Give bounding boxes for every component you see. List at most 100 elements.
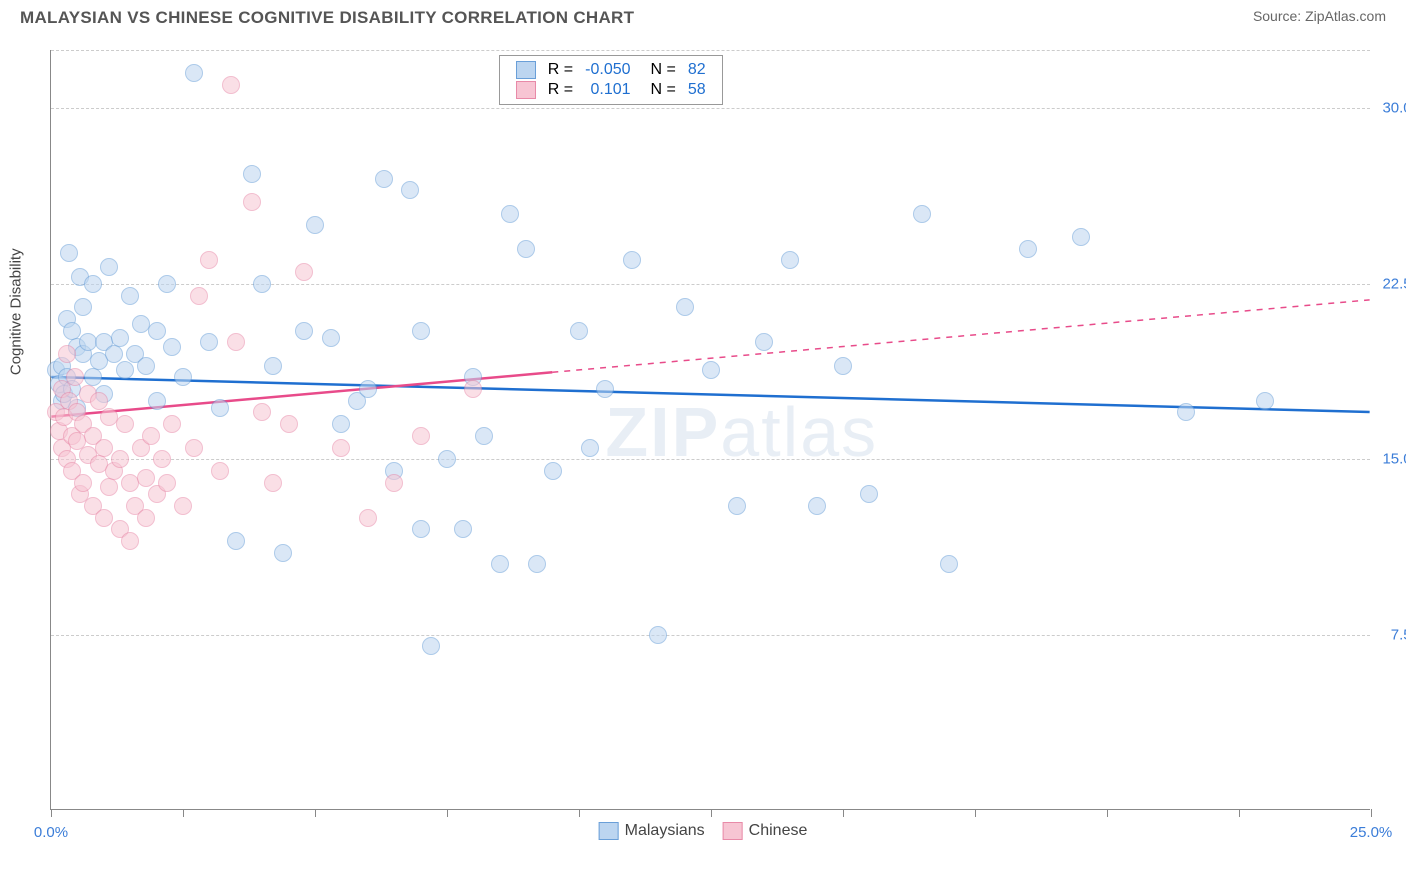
data-point [163, 415, 181, 433]
data-point [174, 368, 192, 386]
data-point [295, 263, 313, 281]
data-point [454, 520, 472, 538]
data-point [438, 450, 456, 468]
legend-item: Malaysians [599, 822, 705, 840]
data-point [702, 361, 720, 379]
data-point [95, 509, 113, 527]
y-tick-label: 7.5% [1391, 626, 1406, 643]
data-point [359, 509, 377, 527]
data-point [913, 205, 931, 223]
y-tick-label: 30.0% [1382, 100, 1406, 117]
data-point [1256, 392, 1274, 410]
data-point [243, 193, 261, 211]
data-point [401, 181, 419, 199]
data-point [375, 170, 393, 188]
data-point [274, 544, 292, 562]
x-tick [975, 809, 976, 817]
data-point [501, 205, 519, 223]
data-point [1019, 240, 1037, 258]
legend-swatch [516, 61, 536, 79]
data-point [116, 361, 134, 379]
data-point [185, 439, 203, 457]
n-label: N = [637, 60, 682, 80]
legend-swatch [516, 81, 536, 99]
x-tick [843, 809, 844, 817]
data-point [100, 478, 118, 496]
data-point [158, 275, 176, 293]
data-point [227, 532, 245, 550]
data-point [412, 322, 430, 340]
series-legend: Malaysians Chinese [599, 822, 808, 840]
data-point [163, 338, 181, 356]
chart-header: MALAYSIAN VS CHINESE COGNITIVE DISABILIT… [0, 0, 1406, 28]
data-point [105, 345, 123, 363]
data-point [322, 329, 340, 347]
x-tick [711, 809, 712, 817]
data-point [121, 287, 139, 305]
scatter-chart: Cognitive Disability ZIPatlas 7.5%15.0%2… [50, 50, 1370, 810]
data-point [649, 626, 667, 644]
data-point [222, 76, 240, 94]
data-point [142, 427, 160, 445]
data-point [264, 357, 282, 375]
x-tick [1107, 809, 1108, 817]
data-point [74, 474, 92, 492]
x-tick [183, 809, 184, 817]
stats-legend: R =-0.050N =82R =0.101N =58 [499, 55, 723, 105]
x-tick [579, 809, 580, 817]
data-point [306, 216, 324, 234]
data-point [253, 275, 271, 293]
data-point [66, 368, 84, 386]
data-point [1072, 228, 1090, 246]
r-label: R = [542, 60, 579, 80]
data-point [412, 520, 430, 538]
data-point [808, 497, 826, 515]
data-point [517, 240, 535, 258]
data-point [528, 555, 546, 573]
data-point [940, 555, 958, 573]
legend-item: Chinese [723, 822, 808, 840]
trend-lines [51, 50, 1370, 809]
data-point [1177, 403, 1195, 421]
data-point [422, 637, 440, 655]
x-tick [1371, 809, 1372, 817]
data-point [676, 298, 694, 316]
data-point [860, 485, 878, 503]
data-point [137, 469, 155, 487]
data-point [475, 427, 493, 445]
x-tick [315, 809, 316, 817]
data-point [280, 415, 298, 433]
source-value: ZipAtlas.com [1305, 8, 1386, 24]
stats-legend-table: R =-0.050N =82R =0.101N =58 [510, 60, 712, 100]
x-tick-label: 0.0% [34, 824, 68, 841]
y-axis-label: Cognitive Disability [8, 248, 25, 375]
data-point [121, 532, 139, 550]
gridline [51, 635, 1370, 636]
gridline [51, 284, 1370, 285]
r-value: -0.050 [579, 60, 636, 80]
data-point [227, 333, 245, 351]
data-point [544, 462, 562, 480]
data-point [137, 357, 155, 375]
data-point [253, 403, 271, 421]
data-point [755, 333, 773, 351]
data-point [623, 251, 641, 269]
legend-label: Malaysians [625, 822, 705, 840]
data-point [295, 322, 313, 340]
x-tick [51, 809, 52, 817]
data-point [185, 64, 203, 82]
stats-legend-row: R =-0.050N =82 [510, 60, 712, 80]
data-point [74, 298, 92, 316]
y-tick-label: 22.5% [1382, 275, 1406, 292]
x-tick [447, 809, 448, 817]
data-point [148, 322, 166, 340]
data-point [100, 258, 118, 276]
n-label: N = [637, 80, 682, 100]
data-point [243, 165, 261, 183]
data-point [834, 357, 852, 375]
source-label: Source: [1253, 8, 1305, 24]
data-point [111, 329, 129, 347]
data-point [111, 450, 129, 468]
data-point [84, 368, 102, 386]
data-point [63, 322, 81, 340]
